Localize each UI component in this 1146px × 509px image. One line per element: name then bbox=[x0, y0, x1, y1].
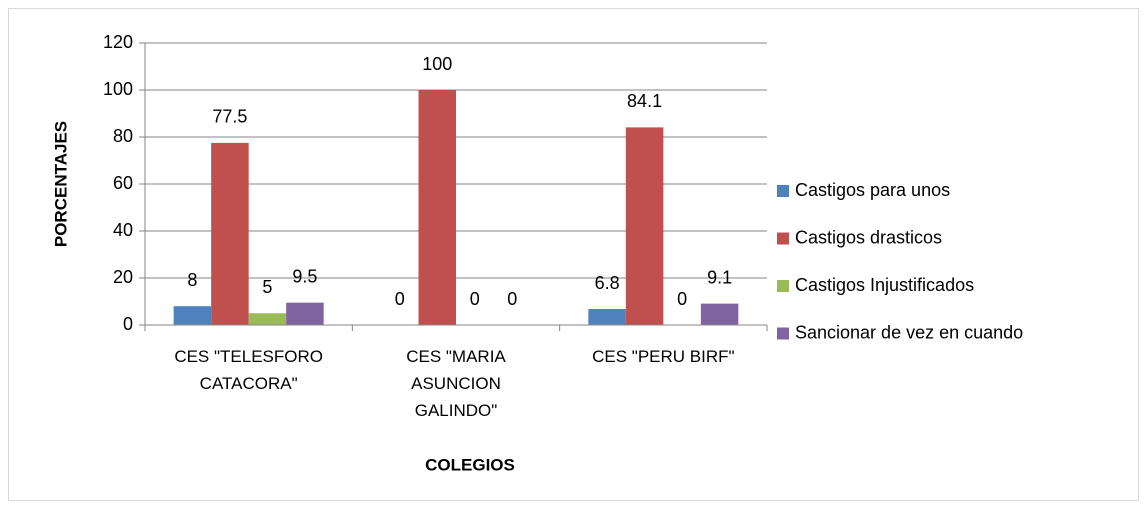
y-tick-label: 100 bbox=[103, 79, 133, 99]
x-tick-label: CES "PERU BIRF" bbox=[592, 347, 735, 366]
legend-label: Sancionar de vez en cuando bbox=[795, 322, 1023, 342]
x-tick-label: CES "TELESFORO CATACORA" bbox=[174, 347, 323, 393]
bar bbox=[700, 303, 739, 325]
y-tick-label: 120 bbox=[103, 32, 133, 52]
bar bbox=[248, 313, 287, 325]
legend-label: Castigos drasticos bbox=[795, 227, 942, 247]
data-label: 0 bbox=[470, 289, 480, 309]
data-label: 8 bbox=[187, 270, 197, 290]
data-label: 9.1 bbox=[707, 267, 732, 287]
bar bbox=[286, 302, 324, 325]
y-tick-label: 80 bbox=[113, 126, 133, 146]
legend-swatch bbox=[777, 280, 789, 292]
bar bbox=[588, 309, 626, 325]
data-label: 5 bbox=[262, 277, 272, 297]
data-label: 100 bbox=[422, 54, 452, 74]
bar bbox=[418, 90, 456, 325]
bar bbox=[173, 306, 212, 325]
y-tick-label: 40 bbox=[113, 220, 133, 240]
bar bbox=[625, 127, 664, 326]
x-tick-label: CES "MARIA ASUNCION GALINDO" bbox=[406, 347, 506, 420]
y-tick-label: 20 bbox=[113, 267, 133, 287]
y-tick-label: 0 bbox=[123, 314, 133, 334]
chart-border bbox=[8, 8, 1139, 501]
data-label: 0 bbox=[507, 289, 517, 309]
data-label: 77.5 bbox=[212, 107, 247, 127]
data-label: 0 bbox=[395, 289, 405, 309]
legend-label: Castigos Injustificados bbox=[795, 275, 974, 295]
x-axis-title: COLEGIOS bbox=[425, 455, 515, 474]
data-label: 0 bbox=[677, 289, 687, 309]
legend-swatch bbox=[777, 327, 789, 340]
legend-swatch bbox=[777, 232, 789, 245]
y-axis-title: PORCENTAJES bbox=[51, 121, 70, 247]
bar bbox=[211, 142, 249, 325]
data-label: 84.1 bbox=[627, 91, 662, 111]
y-tick-label: 60 bbox=[113, 173, 133, 193]
legend-swatch bbox=[777, 185, 789, 197]
legend-label: Castigos para unos bbox=[795, 180, 950, 200]
data-label: 9.5 bbox=[292, 266, 317, 286]
data-label: 6.8 bbox=[595, 273, 620, 293]
